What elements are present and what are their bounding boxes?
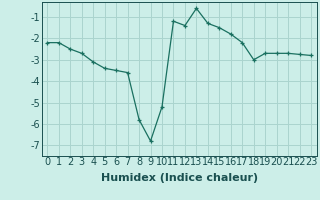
X-axis label: Humidex (Indice chaleur): Humidex (Indice chaleur) <box>100 173 258 183</box>
